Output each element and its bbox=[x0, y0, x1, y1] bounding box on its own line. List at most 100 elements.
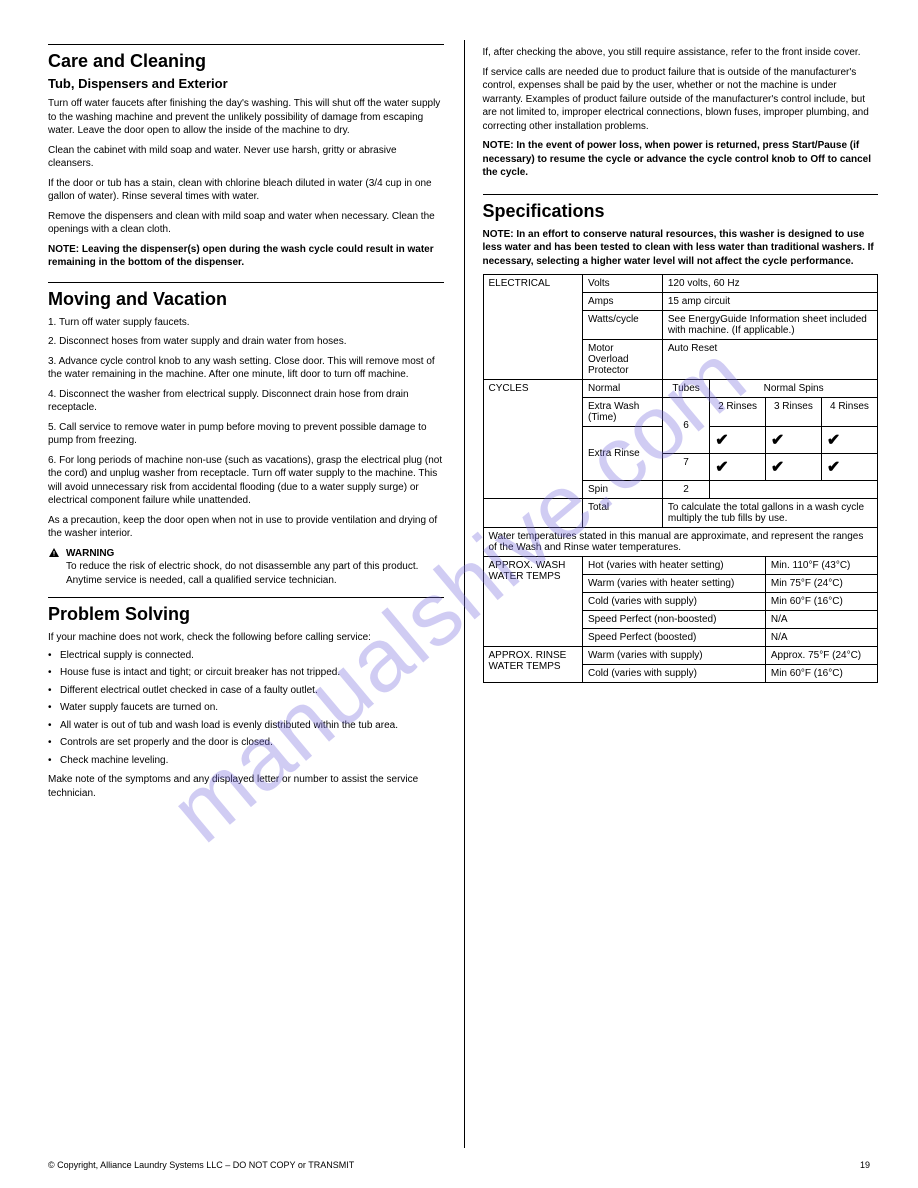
step-1: 1. Turn off water supply faucets. bbox=[48, 316, 444, 330]
cell-amps-value: 15 amp circuit bbox=[662, 293, 877, 311]
row-temp-note: Water temperatures stated in this manual… bbox=[483, 528, 878, 557]
cell-rinse-temps-label: APPROX. RINSE WATER TEMPS bbox=[483, 647, 582, 683]
para-cc-4: Remove the dispensers and clean with mil… bbox=[48, 210, 444, 237]
page-container: Care and Cleaning Tub, Dispensers and Ex… bbox=[0, 0, 918, 1188]
cell-r4: 4 Rinses bbox=[821, 398, 877, 427]
step-6: 6. For long periods of machine non-use (… bbox=[48, 454, 444, 508]
cell-spins-header: Normal Spins bbox=[710, 380, 878, 398]
cell-r2: 2 Rinses bbox=[710, 398, 766, 427]
bullet-4-text: Water supply faucets are turned on. bbox=[60, 701, 218, 715]
cell-rt-cold-v: Min 60°F (16°C) bbox=[765, 665, 877, 683]
para-cc-note: NOTE: Leaving the dispenser(s) open duri… bbox=[48, 243, 444, 270]
cell-check-3: ✔ bbox=[821, 427, 877, 454]
step-4: 4. Disconnect the washer from electrical… bbox=[48, 388, 444, 415]
cell-extra-wash-tubes: 6 bbox=[662, 398, 709, 454]
para-cc-2: Clean the cabinet with mild soap and wat… bbox=[48, 144, 444, 171]
cell-r3: 3 Rinses bbox=[765, 398, 821, 427]
para-precaution: As a precaution, keep the door open when… bbox=[48, 514, 444, 541]
cell-check-4: ✔ bbox=[710, 454, 766, 481]
step-3: 3. Advance cycle control knob to any was… bbox=[48, 355, 444, 382]
cell-spin-label: Spin bbox=[582, 481, 662, 499]
warning-icon bbox=[48, 547, 66, 588]
bullet-5-text: All water is out of tub and wash load is… bbox=[60, 719, 398, 733]
bullet-1-text: Electrical supply is connected. bbox=[60, 649, 194, 663]
two-column-layout: Care and Cleaning Tub, Dispensers and Ex… bbox=[48, 40, 878, 1148]
cell-amps-label: Amps bbox=[582, 293, 662, 311]
cell-motor-value: Auto Reset bbox=[662, 340, 877, 380]
cell-check-6: ✔ bbox=[821, 454, 877, 481]
bullet-2-text: House fuse is intact and tight; or circu… bbox=[60, 666, 340, 680]
heading-specifications: Specifications bbox=[483, 201, 879, 222]
cell-wt-cold-v: Min 60°F (16°C) bbox=[765, 593, 877, 611]
cell-motor-label: Motor Overload Protector bbox=[582, 340, 662, 380]
cell-rt-warm: Warm (varies with supply) bbox=[582, 647, 765, 665]
cell-wt-sp1-v: N/A bbox=[765, 611, 877, 629]
bullet-6: •Controls are set properly and the door … bbox=[48, 736, 444, 750]
para-cc-3: If the door or tub has a stain, clean wi… bbox=[48, 177, 444, 204]
cell-cycles-label: CYCLES bbox=[483, 380, 582, 499]
cell-total-blank bbox=[483, 499, 582, 528]
cell-spin-blank bbox=[710, 481, 878, 499]
bullet-3: •Different electrical outlet checked in … bbox=[48, 684, 444, 698]
row-wt-hot: APPROX. WASH WATER TEMPS Hot (varies wit… bbox=[483, 557, 878, 575]
para-r2: If service calls are needed due to produ… bbox=[483, 66, 879, 134]
cell-extra-wash-label: Extra Wash (Time) bbox=[582, 398, 662, 427]
cell-extra-rinse-tubes: 7 bbox=[662, 454, 709, 481]
bullet-4: •Water supply faucets are turned on. bbox=[48, 701, 444, 715]
row-cycles-header: CYCLES Normal Tubes Normal Spins bbox=[483, 380, 878, 398]
cell-extra-rinse-label: Extra Rinse bbox=[582, 427, 662, 481]
bullet-7-text: Check machine leveling. bbox=[60, 754, 168, 768]
bullet-7: •Check machine leveling. bbox=[48, 754, 444, 768]
right-column: If, after checking the above, you still … bbox=[464, 40, 879, 1148]
row-rt-warm: APPROX. RINSE WATER TEMPS Warm (varies w… bbox=[483, 647, 878, 665]
cell-total-value: To calculate the total gallons in a wash… bbox=[662, 499, 877, 528]
cell-wt-hot-v: Min. 110°F (43°C) bbox=[765, 557, 877, 575]
cell-temp-note: Water temperatures stated in this manual… bbox=[483, 528, 878, 557]
row-total: Total To calculate the total gallons in … bbox=[483, 499, 878, 528]
cell-normal-label: Normal bbox=[582, 380, 662, 398]
cell-check-5: ✔ bbox=[765, 454, 821, 481]
heading-moving-vacation: Moving and Vacation bbox=[48, 289, 444, 310]
row-elec-volts: ELECTRICAL Volts 120 volts, 60 Hz bbox=[483, 275, 878, 293]
heading-problem-solving: Problem Solving bbox=[48, 604, 444, 625]
cell-wt-hot: Hot (varies with heater setting) bbox=[582, 557, 765, 575]
para-r1: If, after checking the above, you still … bbox=[483, 46, 879, 60]
para-ps-last: Make note of the symptoms and any displa… bbox=[48, 773, 444, 800]
cell-wt-sp2: Speed Perfect (boosted) bbox=[582, 629, 765, 647]
rule-top-left bbox=[48, 44, 444, 45]
bullet-3-text: Different electrical outlet checked in c… bbox=[60, 684, 318, 698]
cell-wt-warm: Warm (varies with heater setting) bbox=[582, 575, 765, 593]
cell-check-1: ✔ bbox=[710, 427, 766, 454]
para-r3-note: NOTE: In the event of power loss, when p… bbox=[483, 139, 879, 180]
left-column: Care and Cleaning Tub, Dispensers and Ex… bbox=[48, 40, 464, 1148]
footer-copyright: © Copyright, Alliance Laundry Systems LL… bbox=[48, 1160, 354, 1170]
bullet-6-text: Controls are set properly and the door i… bbox=[60, 736, 273, 750]
cell-rt-warm-v: Approx. 75°F (24°C) bbox=[765, 647, 877, 665]
step-5: 5. Call service to remove water in pump … bbox=[48, 421, 444, 448]
cell-spin-tubes: 2 bbox=[662, 481, 709, 499]
rule-ps bbox=[48, 597, 444, 598]
heading-care-cleaning: Care and Cleaning bbox=[48, 51, 444, 72]
cell-wt-sp1: Speed Perfect (non-boosted) bbox=[582, 611, 765, 629]
cell-wt-cold: Cold (varies with supply) bbox=[582, 593, 765, 611]
cell-watts-label: Watts/cycle bbox=[582, 311, 662, 340]
footer-page-number: 19 bbox=[860, 1160, 870, 1170]
cell-electrical-label: ELECTRICAL bbox=[483, 275, 582, 380]
subheading-tub-dispensers: Tub, Dispensers and Exterior bbox=[48, 76, 444, 91]
para-cc-1: Turn off water faucets after finishing t… bbox=[48, 97, 444, 138]
warning-text: To reduce the risk of electric shock, do… bbox=[66, 560, 444, 587]
rule-spec bbox=[483, 194, 879, 195]
cell-total-label: Total bbox=[582, 499, 662, 528]
warning-block: WARNING To reduce the risk of electric s… bbox=[48, 547, 444, 588]
cell-rt-cold: Cold (varies with supply) bbox=[582, 665, 765, 683]
cell-volts-label: Volts bbox=[582, 275, 662, 293]
page-footer: © Copyright, Alliance Laundry Systems LL… bbox=[0, 1160, 918, 1170]
cell-watts-note: See EnergyGuide Information sheet includ… bbox=[662, 311, 877, 340]
cell-wash-temps-label: APPROX. WASH WATER TEMPS bbox=[483, 557, 582, 647]
cell-tubes-header: Tubes bbox=[662, 380, 709, 398]
bullet-2: •House fuse is intact and tight; or circ… bbox=[48, 666, 444, 680]
cell-volts-value: 120 volts, 60 Hz bbox=[662, 275, 877, 293]
warning-text-wrap: WARNING To reduce the risk of electric s… bbox=[66, 547, 444, 588]
warning-label: WARNING bbox=[66, 548, 114, 559]
cell-wt-warm-v: Min 75°F (24°C) bbox=[765, 575, 877, 593]
